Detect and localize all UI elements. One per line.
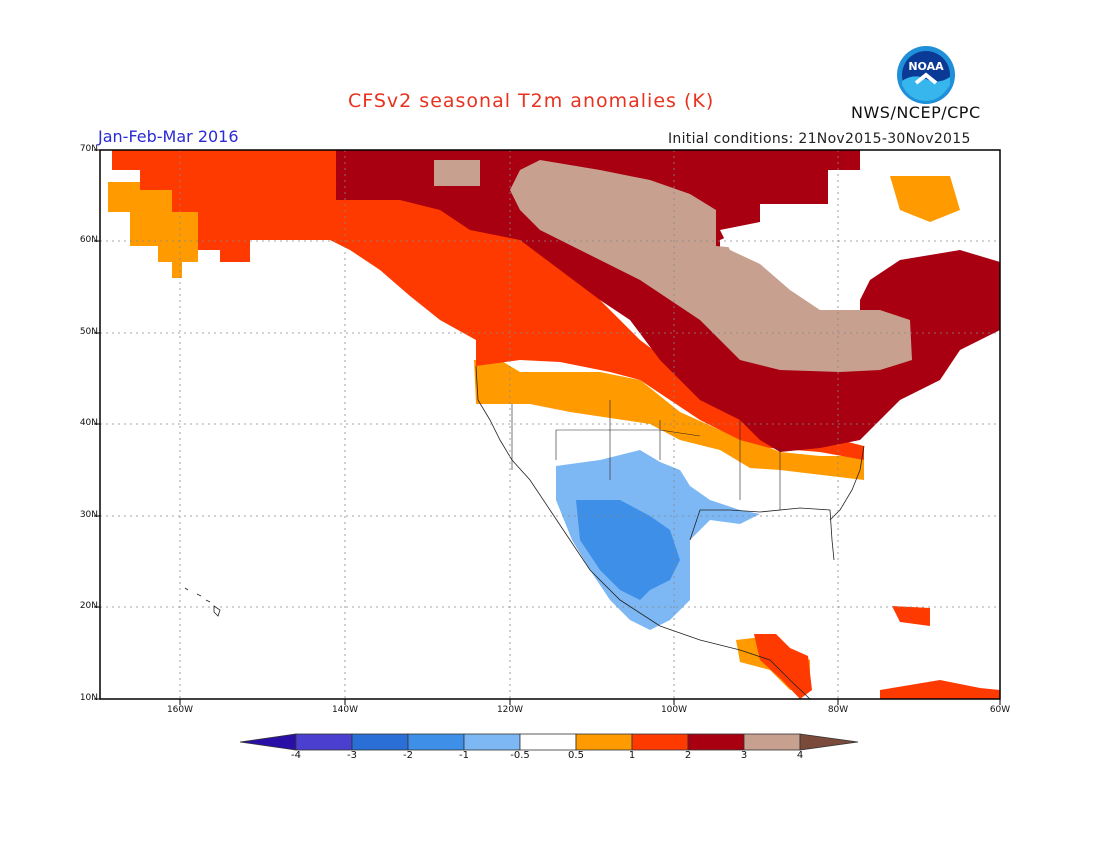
agency-label: NWS/NCEP/CPC bbox=[851, 103, 981, 122]
alaska-warm-region bbox=[108, 182, 198, 278]
alaska-region bbox=[112, 150, 330, 262]
lat-label: 50N bbox=[79, 327, 98, 337]
strong-warm-region bbox=[336, 150, 1000, 452]
lon-label: 100W bbox=[660, 705, 688, 715]
colorbar-label: -0.5 bbox=[510, 750, 530, 761]
lat-label: 10N bbox=[79, 693, 98, 703]
lat-label: 40N bbox=[79, 418, 98, 428]
colorbar-label: 1 bbox=[628, 750, 636, 761]
colorbar-high-arrow bbox=[799, 733, 859, 751]
colorbar-label: 3 bbox=[740, 750, 748, 761]
colorbar-label: -2 bbox=[403, 750, 413, 761]
lon-label: 140W bbox=[331, 705, 359, 715]
lon-label: 60W bbox=[989, 705, 1011, 715]
colorbar-low-arrow bbox=[239, 733, 297, 751]
lat-label: 70N bbox=[79, 144, 98, 154]
extreme-warm-region bbox=[510, 160, 912, 372]
colorbar-label: -4 bbox=[291, 750, 301, 761]
map-title: CFSv2 seasonal T2m anomalies (K) bbox=[348, 90, 715, 112]
colorbar-label: 2 bbox=[684, 750, 692, 761]
colorbar-label: -1 bbox=[459, 750, 469, 761]
colorbar-label: -3 bbox=[347, 750, 357, 761]
initial-conditions: Initial conditions: 21Nov2015-30Nov2015 bbox=[668, 131, 971, 147]
lat-label: 60N bbox=[79, 235, 98, 245]
canada-warm-region bbox=[300, 150, 864, 460]
map-area bbox=[100, 150, 1000, 699]
strong-cold-region bbox=[576, 500, 680, 600]
lat-label: 20N bbox=[79, 601, 98, 611]
logo-text: NOAA bbox=[908, 60, 944, 73]
colorbar-label: 0.5 bbox=[568, 750, 584, 761]
forecast-period: Jan-Feb-Mar 2016 bbox=[98, 127, 239, 146]
lat-label: 30N bbox=[79, 510, 98, 520]
west-warm-region bbox=[474, 360, 864, 480]
colorbar-label: 4 bbox=[796, 750, 804, 761]
lon-label: 80W bbox=[827, 705, 849, 715]
caribbean-warm bbox=[880, 680, 1000, 699]
lon-label: 160W bbox=[166, 705, 194, 715]
lon-label: 120W bbox=[496, 705, 524, 715]
colorbar bbox=[239, 733, 859, 751]
greenland-edge bbox=[890, 176, 960, 222]
central-america-hot bbox=[754, 634, 812, 699]
noaa-logo-icon: NOAA bbox=[897, 46, 955, 104]
arctic-warm-patch bbox=[434, 160, 480, 186]
antilles-warm bbox=[892, 606, 930, 626]
